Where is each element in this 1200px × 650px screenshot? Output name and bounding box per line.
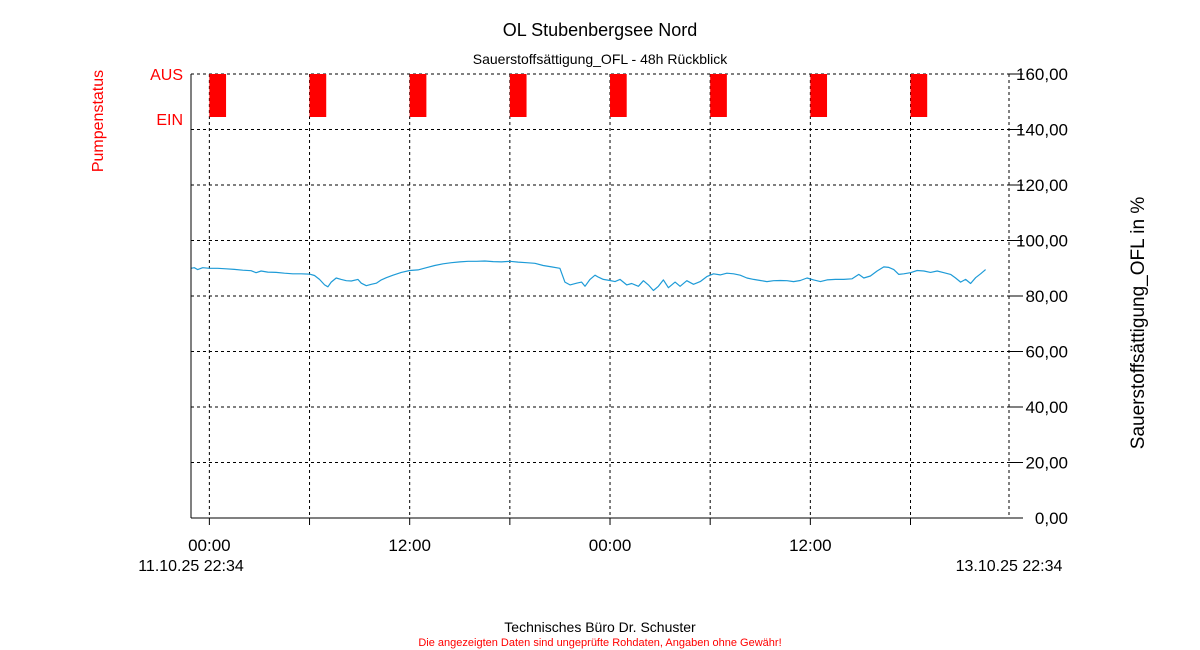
- series-layer: [190, 260, 986, 292]
- x-tick-label: 00:00: [589, 536, 632, 555]
- y-axis-ticks: 0,00 20,00 40,00 60,00 80,00 100,00 120,00 140,…: [1009, 65, 1068, 528]
- y-axis-title: Sauerstoffsättigung_OFL in %: [1128, 197, 1149, 450]
- pump-on-bar: [910, 74, 928, 117]
- x-axis-ticks: 00:00 12:00 00:00 12:00: [188, 518, 912, 555]
- footer-company: Technisches Büro Dr. Schuster: [504, 619, 696, 635]
- pump-on-bar: [409, 74, 427, 117]
- x-tick-label: 12:00: [388, 536, 431, 555]
- y-tick-label: 120,00: [1016, 176, 1068, 195]
- y-tick-label: 20,00: [1025, 454, 1068, 473]
- y-tick-label: 40,00: [1025, 398, 1068, 417]
- pump-on-bar: [309, 74, 327, 117]
- pump-on-bar: [610, 74, 627, 117]
- pump-on-bar: [810, 74, 828, 117]
- plot-axes: [190, 74, 1009, 519]
- footer-disclaimer: Die angezeigten Daten sind ungeprüfte Ro…: [418, 637, 781, 649]
- pump-on-bar: [209, 74, 227, 117]
- pump-status-bars: [209, 74, 928, 117]
- grid-lines: [191, 73, 1010, 518]
- x-end-label: 13.10.25 22:34: [956, 558, 1063, 575]
- pump-on-bar: [710, 74, 727, 117]
- pump-on-label: EIN: [156, 112, 183, 129]
- y-tick-label: 100,00: [1016, 232, 1068, 251]
- x-tick-label: 12:00: [789, 536, 832, 555]
- y-tick-label: 80,00: [1025, 287, 1068, 306]
- pump-on-bar: [509, 74, 527, 117]
- y-tick-label: 60,00: [1025, 343, 1068, 362]
- x-tick-label: 00:00: [188, 536, 231, 555]
- pump-off-label: AUS: [150, 67, 183, 84]
- chart-title: OL Stubenbergsee Nord: [503, 20, 697, 40]
- series-line: [190, 260, 986, 292]
- y-tick-label: 160,00: [1016, 65, 1068, 84]
- y-tick-label: 140,00: [1016, 121, 1068, 140]
- chart-subtitle: Sauerstoffsättigung_OFL - 48h Rückblick: [473, 51, 728, 67]
- x-start-label: 11.10.25 22:34: [138, 558, 244, 575]
- pump-axis-title: Pumpenstatus: [90, 70, 107, 172]
- y-tick-label: 0,00: [1035, 509, 1068, 528]
